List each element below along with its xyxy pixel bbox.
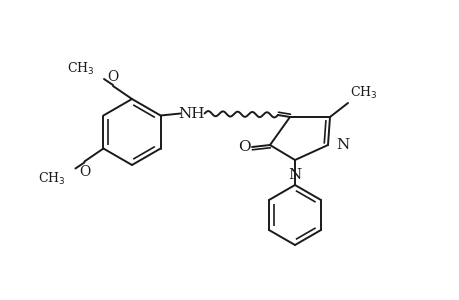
Text: N: N (335, 138, 348, 152)
Text: O: O (237, 140, 250, 154)
Text: N: N (288, 168, 301, 182)
Text: CH$_3$: CH$_3$ (349, 85, 377, 101)
Text: NH: NH (178, 106, 204, 121)
Text: O: O (78, 164, 90, 178)
Text: CH$_3$: CH$_3$ (67, 61, 94, 77)
Text: CH$_3$: CH$_3$ (38, 170, 65, 187)
Text: O: O (107, 70, 118, 84)
